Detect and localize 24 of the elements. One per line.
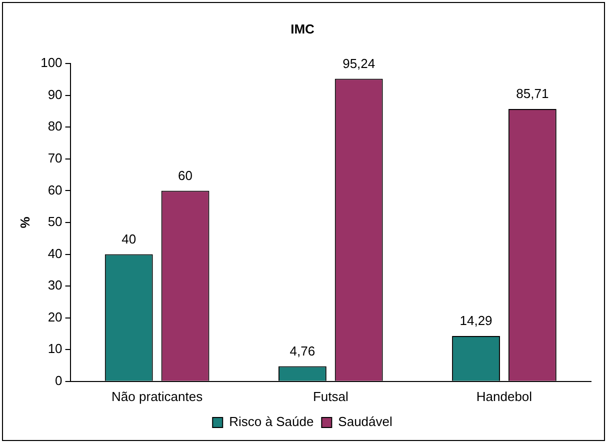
y-axis-title: % [17, 216, 32, 228]
x-tick-label: Handebol [476, 388, 532, 404]
x-tick-label: Futsal [312, 388, 348, 404]
y-tick-label: 40 [48, 246, 62, 261]
y-tick-label: 50 [48, 214, 62, 230]
data-label: 14,29 [460, 313, 492, 328]
y-tick-label: 100 [40, 55, 62, 70]
data-label: 85,71 [516, 86, 549, 102]
y-tick-label: 90 [48, 86, 62, 102]
chart-title: IMC [290, 21, 316, 36]
data-label: 4,76 [290, 343, 316, 358]
legend-label: Risco à Saúde [229, 414, 314, 430]
y-tick-label: 0 [55, 372, 62, 388]
y-tick-label: 20 [48, 309, 62, 324]
y-tick-label: 80 [48, 118, 62, 134]
data-label: 40 [122, 231, 136, 246]
y-tick-label: 30 [48, 278, 62, 293]
x-tick-label: Não praticantes [112, 388, 204, 404]
legend-label: Saudável [338, 414, 392, 430]
y-tick-label: 10 [48, 341, 62, 356]
data-label: 60 [178, 168, 193, 183]
y-tick-label: 70 [48, 150, 62, 166]
data-label: 95,24 [342, 56, 376, 71]
y-tick-label: 60 [48, 182, 62, 198]
